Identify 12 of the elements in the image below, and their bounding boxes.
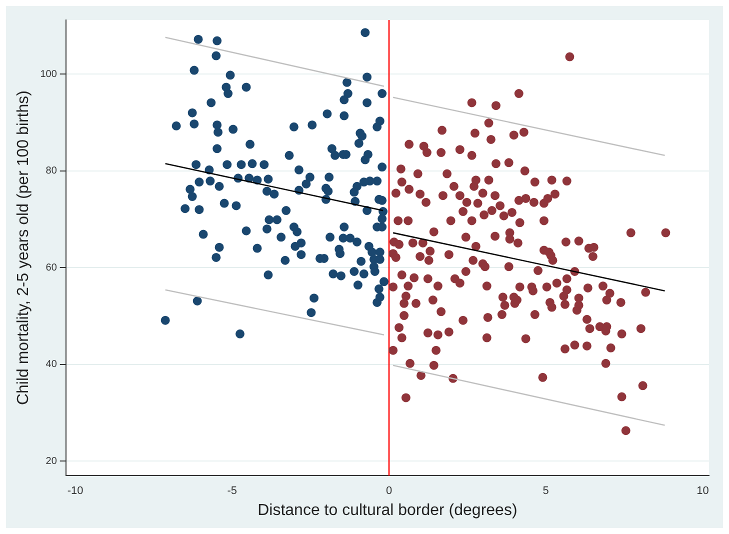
y-tick-label: 40 <box>46 359 58 370</box>
y-tick-label: 80 <box>46 166 58 177</box>
y-tick-label: 100 <box>40 68 58 80</box>
x-tick-label: 10 <box>696 485 709 498</box>
x-tick-label: -5 <box>227 485 238 498</box>
x-axis-title: Distance to cultural border (degrees) <box>258 502 518 519</box>
y-tick-label: 20 <box>46 456 58 467</box>
x-tick-label: 0 <box>386 485 392 498</box>
x-tick-label: 5 <box>542 485 549 498</box>
y-tick-label: 60 <box>46 262 58 274</box>
y-axis-title: Child mortality, 2-5 years old (per 100 births) <box>15 90 32 406</box>
x-tick-label: -10 <box>67 485 84 498</box>
